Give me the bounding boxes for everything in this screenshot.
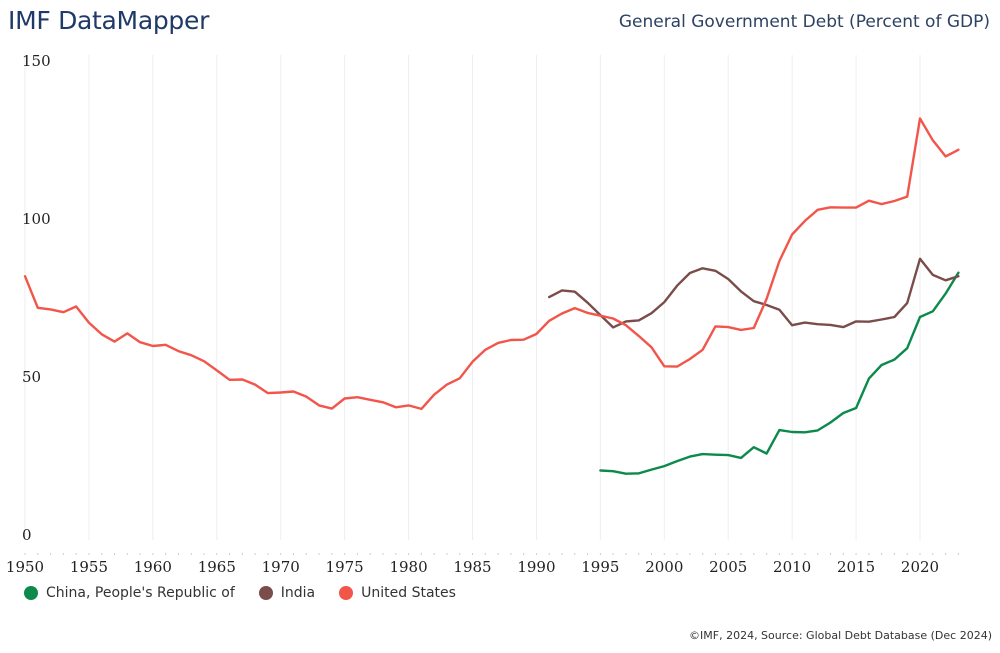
legend-marker-india	[258, 586, 273, 600]
y-tick-label: 100	[22, 210, 51, 228]
x-tick-label: 1995	[581, 558, 619, 576]
x-tick-label: 1960	[134, 558, 172, 576]
legend-label-united-states: United States	[361, 585, 456, 601]
series-line-china[interactable]	[599, 271, 960, 475]
brand-title: IMF DataMapper	[8, 6, 210, 35]
indicator-title: General Government Debt (Percent of GDP)	[618, 12, 990, 32]
legend-item-united-states[interactable]: United States	[339, 585, 456, 601]
x-tick-label: 1980	[389, 558, 427, 576]
x-tick-label: 2005	[709, 558, 747, 576]
legend: China, People's Republic of India United…	[24, 585, 456, 601]
y-tick-label: 0	[22, 526, 32, 544]
x-tick-label: 1955	[70, 558, 108, 576]
x-tick-label: 1990	[517, 558, 555, 576]
x-tick-label: 2010	[773, 558, 811, 576]
y-tick-label: 150	[22, 52, 51, 70]
x-tick-label: 1950	[6, 558, 44, 576]
y-axis: 0 50 100 150	[22, 52, 51, 544]
series-line-united-states[interactable]	[23, 117, 960, 411]
legend-item-china[interactable]: China, People's Republic of	[24, 585, 235, 601]
x-tick-label: 1985	[453, 558, 491, 576]
x-tick-label: 1975	[326, 558, 364, 576]
series-line-india[interactable]	[548, 257, 960, 329]
legend-item-india[interactable]: India	[258, 585, 316, 601]
legend-marker-united-states	[339, 586, 354, 600]
x-tick-label: 2000	[645, 558, 683, 576]
grid-lines	[24, 55, 921, 540]
x-tick-label: 2015	[837, 558, 875, 576]
x-tick-label: 1970	[262, 558, 300, 576]
x-axis: 1950 1955 1960 1965 1970 1975 1980 1985 1990 1995…	[6, 553, 959, 576]
x-tick-label: 1965	[198, 558, 236, 576]
x-tick-label: 2020	[901, 558, 939, 576]
legend-label-india: India	[280, 585, 316, 601]
source-credit: ©IMF, 2024, Source: Global Debt Database…	[689, 629, 992, 642]
legend-marker-china	[24, 586, 38, 600]
y-tick-label: 50	[22, 368, 41, 386]
series-lines	[23, 117, 960, 475]
legend-label-china: China, People's Republic of	[46, 585, 235, 601]
